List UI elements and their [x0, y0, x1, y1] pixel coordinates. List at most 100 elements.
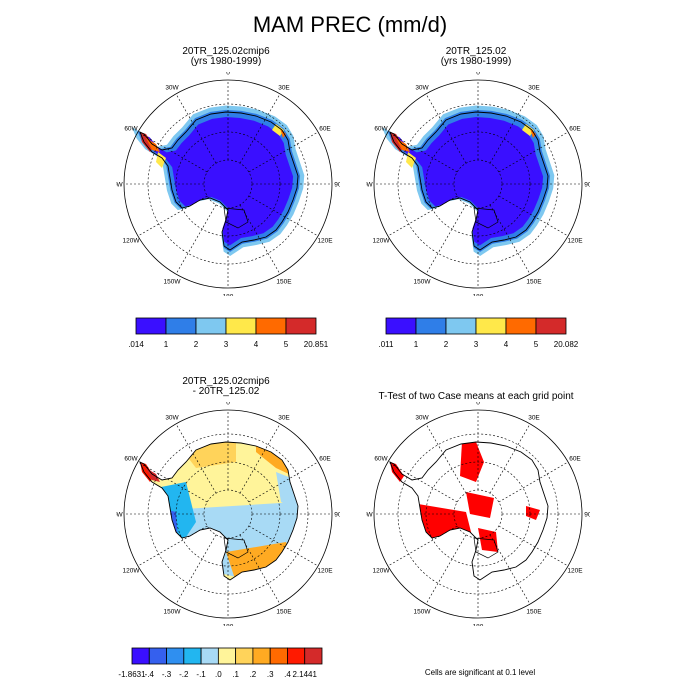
- map-panel-3: 0 30E 60E 90E 120E 150E 180 150W 120W 90W 60W 30W: [116, 402, 340, 626]
- colorbar-label: .0: [215, 670, 222, 679]
- latitude-circle: [397, 433, 559, 595]
- grid-label: 0: [476, 402, 480, 407]
- latitude-circle: [425, 131, 531, 237]
- ice-shelf-line: [223, 537, 249, 559]
- grid-label: 150E: [526, 608, 542, 615]
- colorbar-label: 5: [284, 340, 289, 349]
- colorbar-label: .3: [267, 670, 274, 679]
- panel2-title-line1: 20TR_125.02: [445, 46, 507, 57]
- latitude-circle: [453, 489, 503, 539]
- colorbar-label: 20.082: [554, 340, 579, 349]
- meridian-line: [489, 93, 531, 164]
- panel3-title: 20TR_125.02cmip6 - 20TR_125.02: [106, 377, 346, 397]
- colorbar-label: -.3: [162, 670, 172, 679]
- meridian-line: [137, 525, 208, 567]
- grid-label: 90E: [334, 182, 340, 189]
- colorbar-label: 3: [224, 340, 229, 349]
- map-border: [123, 79, 333, 289]
- panel1-title-line1: 20TR_125.02cmip6: [182, 46, 270, 57]
- coastline: [139, 441, 299, 581]
- colorbar-label: .1: [232, 670, 239, 679]
- sig-region: [390, 462, 404, 482]
- diff-level-6: [176, 442, 236, 468]
- grid-label: 120E: [567, 238, 583, 245]
- panel1-title-line2: (yrs 1980-1999): [190, 56, 262, 67]
- colorbar-label: .014: [128, 340, 144, 349]
- colorbar-label: .2: [250, 670, 257, 679]
- grid-label: 90E: [584, 512, 590, 519]
- panel2-title-line2: (yrs 1980-1999): [440, 56, 512, 67]
- colorbar-label: 1: [164, 340, 169, 349]
- colorbar-label: 3: [474, 340, 479, 349]
- grid-label: 180: [223, 624, 234, 627]
- latitude-circle: [175, 131, 281, 237]
- latitude-circle: [425, 461, 531, 567]
- meridian-line: [239, 204, 281, 275]
- colorbar-box: [200, 647, 219, 665]
- colorbar-2: .011 1 2 3 4 5 20.082: [379, 317, 579, 349]
- grid-label: 150W: [414, 278, 432, 285]
- grid-label: 90E: [584, 182, 590, 189]
- meridian-line: [387, 525, 458, 567]
- colorbar-label: 2: [194, 340, 199, 349]
- grid-label: 60E: [319, 126, 331, 133]
- colorbar-label: .4: [284, 670, 291, 679]
- latitude-circle: [175, 461, 281, 567]
- colorbar-box: [235, 647, 254, 665]
- grid-label: 150E: [276, 608, 292, 615]
- latitude-circle: [147, 433, 309, 595]
- colorbar-label: 5: [534, 340, 539, 349]
- grid-label: 90W: [116, 512, 124, 519]
- colorbar-label: 20.851: [304, 340, 329, 349]
- grid-label: 30W: [165, 415, 179, 422]
- precip-band-4: [280, 128, 286, 138]
- panel1-title: 20TR_125.02cmip6 (yrs 1980-1999): [106, 47, 346, 67]
- map-border: [123, 409, 333, 619]
- sig-region: [526, 506, 540, 520]
- meridian-line: [239, 93, 281, 164]
- colorbar-box: [285, 317, 317, 335]
- grid-label: 120W: [373, 238, 391, 245]
- map-panel-2: 0 30E 60E 90E 120E 150E 180 150W 120W 90W 60W 30W: [366, 72, 590, 296]
- colorbar-box: [255, 317, 287, 335]
- meridian-line: [248, 461, 319, 503]
- meridian-line: [137, 195, 208, 237]
- latitude-circle: [397, 103, 559, 265]
- grid-label: 60W: [124, 126, 138, 133]
- grid-label: 0: [226, 72, 230, 77]
- grid-label: 150W: [164, 278, 182, 285]
- main-title: MAM PREC (mm/d): [252, 12, 448, 37]
- grid-label: 150W: [414, 608, 432, 615]
- map-border: [373, 409, 583, 619]
- colorbar-label: 4: [504, 340, 509, 349]
- panel2-title: 20TR_125.02 (yrs 1980-1999): [356, 47, 596, 67]
- colorbar-label: 2.1441: [292, 670, 317, 679]
- latitude-circle: [203, 489, 253, 539]
- grid-label: 90W: [366, 512, 374, 519]
- panel3-title-line1: 20TR_125.02cmip6: [182, 376, 270, 387]
- meridian-line: [387, 461, 458, 503]
- map-panel-1: 0 30E 60E 90E 120E 150E 180 150W 120W 90W 60W 30W: [116, 72, 340, 296]
- grid-label: 30E: [278, 415, 290, 422]
- sig-region: [478, 528, 498, 552]
- colorbar-box: [183, 647, 202, 665]
- grid-label: 60W: [374, 126, 388, 133]
- colorbar-box: [385, 317, 417, 335]
- ice-shelf-line: [473, 207, 499, 229]
- colorbar-1: .014 1 2 3 4 5 20.851: [128, 317, 329, 349]
- coastline: [389, 111, 549, 251]
- coastline: [389, 441, 549, 581]
- grid-label: 60W: [374, 456, 388, 463]
- meridian-line: [137, 131, 208, 173]
- panel3-title-line2: - 20TR_125.02: [192, 386, 260, 397]
- grid-label: 120W: [373, 568, 391, 575]
- meridian-line: [425, 93, 467, 164]
- meridian-line: [425, 204, 467, 275]
- latitude-circle: [453, 159, 503, 209]
- colorbar-label: -.2: [179, 670, 189, 679]
- meridian-line: [175, 423, 217, 494]
- grid-label: 30W: [415, 85, 429, 92]
- meridian-line: [425, 423, 467, 494]
- colorbar-box: [217, 647, 237, 665]
- meridian-line: [239, 423, 281, 494]
